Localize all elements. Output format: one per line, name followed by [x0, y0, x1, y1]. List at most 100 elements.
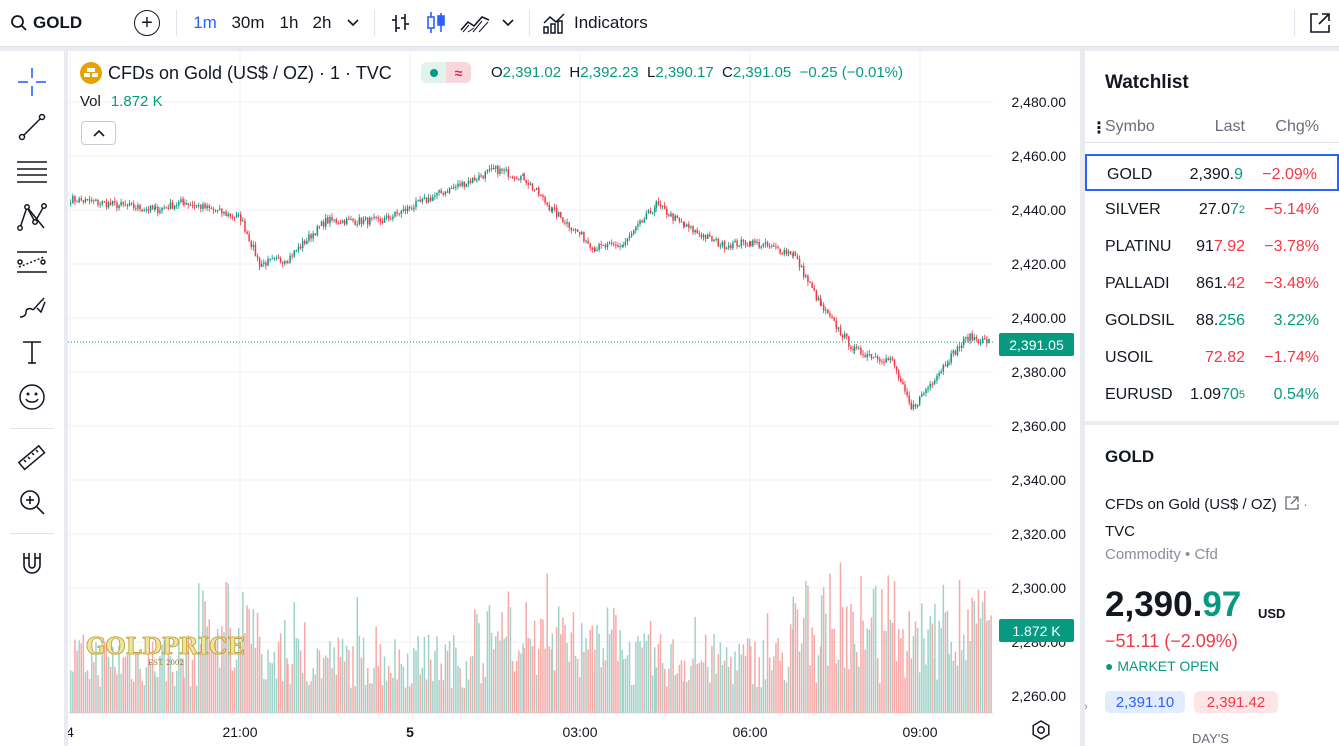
volume-bar — [809, 664, 811, 713]
volume-bar — [635, 641, 637, 713]
candle — [674, 215, 676, 221]
candle — [606, 243, 609, 248]
open-in-new-window-button[interactable] — [1306, 9, 1334, 37]
watchlist-row[interactable]: EURUSD 1.09 70 5 0.54% — [1085, 376, 1339, 413]
volume-legend[interactable]: Vol 1.872 K — [80, 93, 163, 110]
candle — [522, 173, 524, 176]
ask-price[interactable]: 2,391.42 — [1194, 691, 1278, 713]
column-chg[interactable]: Chg% — [1275, 118, 1319, 135]
volume-bar — [516, 660, 518, 713]
candle — [398, 213, 400, 215]
candle — [214, 210, 217, 212]
volume-bar — [833, 628, 835, 713]
zoom-in-tool[interactable] — [13, 483, 51, 521]
drag-handle-icon[interactable]: ⋮ — [1091, 120, 1107, 137]
candle — [438, 190, 440, 193]
volume-bar — [581, 623, 583, 713]
symbol-search-button[interactable]: GOLD — [10, 8, 82, 38]
candle — [803, 265, 805, 277]
watchlist-row[interactable]: PLATINU 91 7.92 −3.78% — [1085, 228, 1339, 265]
candle — [709, 234, 711, 237]
measure-tool[interactable] — [13, 439, 51, 477]
candle — [685, 224, 688, 227]
detail-symbol[interactable]: GOLD — [1105, 447, 1155, 466]
bar-chart-type-button[interactable] — [388, 10, 414, 36]
column-symbol[interactable]: Symbo — [1105, 118, 1155, 135]
emoji-tool[interactable] — [13, 378, 51, 416]
magnet-tool[interactable] — [13, 545, 51, 583]
collapse-legend-button[interactable] — [81, 121, 116, 145]
area-chart-icon — [460, 16, 490, 33]
volume-bar — [881, 589, 883, 713]
fib-retracement-tool[interactable] — [13, 153, 51, 191]
brush-tool[interactable] — [13, 288, 51, 326]
volume-bar — [492, 649, 495, 713]
volume-bar — [484, 676, 487, 713]
volume-bar — [538, 648, 540, 713]
candle — [503, 170, 505, 172]
divider — [176, 10, 177, 36]
text-tool[interactable] — [13, 333, 51, 371]
legend-status-toggles[interactable]: ≈ — [421, 62, 471, 83]
watchlist-row[interactable]: USOIL 72.82 −1.74% — [1085, 339, 1339, 376]
volume-bar — [813, 635, 815, 713]
candle — [760, 246, 762, 248]
compare-add-symbol-button[interactable]: + — [134, 10, 160, 36]
external-link-icon[interactable] — [1285, 496, 1299, 510]
volume-bar — [971, 597, 973, 713]
volume-bar — [446, 650, 449, 713]
indicators-button[interactable]: Indicators — [542, 8, 648, 38]
watchlist-row[interactable]: GOLD 2,390. 9 −2.09% — [1085, 154, 1339, 191]
candle — [434, 195, 436, 197]
volume-bar — [511, 660, 514, 713]
candle — [971, 333, 973, 341]
volume-bar — [206, 626, 208, 713]
delayed-data-icon[interactable]: ≈ — [446, 62, 471, 83]
price-chart[interactable]: 2,480.00 2,460.00 2,440.00 2,420.00 2,400.00… — [68, 51, 1080, 746]
volume-bar — [306, 681, 308, 713]
watchlist-row[interactable]: SILVER 27.0 7 2 −5.14% — [1085, 191, 1339, 228]
bid-price[interactable]: 2,391.10 — [1105, 691, 1185, 713]
watchlist-row[interactable]: GOLDSIL 88. 256 3.22% — [1085, 302, 1339, 339]
volume-bar — [944, 612, 947, 713]
candle — [151, 205, 154, 210]
area-chart-type-button[interactable] — [458, 10, 492, 36]
chart-type-dropdown-button[interactable] — [498, 10, 518, 36]
candle — [868, 354, 871, 356]
volume-bar — [756, 686, 758, 713]
interval-1h-button[interactable]: 1h — [279, 13, 299, 32]
drawing-toolbar — [0, 51, 64, 746]
candle — [663, 205, 666, 209]
volume-bar — [421, 667, 424, 713]
volume-bar — [350, 687, 352, 713]
chart-legend-title[interactable]: CFDs on Gold (US$ / OZ) · 1 · TVC — [80, 61, 392, 85]
candle — [471, 177, 474, 183]
chart-settings-button[interactable] — [1030, 719, 1052, 741]
column-last[interactable]: Last — [1214, 118, 1245, 135]
volume-bar — [908, 610, 910, 713]
volume-bar — [367, 668, 369, 713]
volume-bar — [732, 684, 734, 713]
candle — [287, 262, 289, 264]
pattern-tool[interactable] — [13, 198, 51, 236]
forecast-tool[interactable] — [13, 243, 51, 281]
volume-bar — [72, 671, 74, 713]
crosshair-tool[interactable] — [13, 63, 51, 101]
collapse-sidebar-button[interactable]: › — [1080, 692, 1092, 722]
market-open-dot[interactable] — [421, 62, 446, 83]
low-value: 2,390.17 — [655, 64, 714, 81]
last-price-main: 88. — [1196, 311, 1219, 329]
candle — [442, 193, 445, 195]
watchlist-row[interactable]: PALLADI 861. 42 −3.48% — [1085, 265, 1339, 302]
interval-dropdown-button[interactable] — [342, 8, 364, 38]
chart-panel[interactable]: 2,480.00 2,460.00 2,440.00 2,420.00 2,400.00… — [68, 51, 1080, 746]
volume-bar — [423, 636, 426, 713]
volume-bar — [191, 659, 194, 713]
interval-1m-button[interactable]: 1m — [193, 13, 217, 32]
candles-chart-type-button[interactable] — [423, 10, 449, 36]
interval-2h-button[interactable]: 2h — [312, 13, 332, 32]
candle — [176, 205, 178, 207]
trend-line-tool[interactable] — [13, 108, 51, 146]
volume-bar — [557, 606, 560, 713]
interval-30m-button[interactable]: 30m — [231, 13, 265, 32]
